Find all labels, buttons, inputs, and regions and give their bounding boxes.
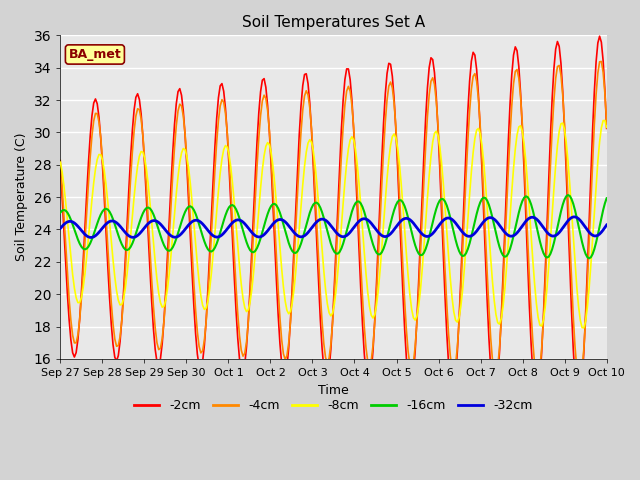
-16cm bbox=[585, 255, 593, 261]
-4cm bbox=[86, 154, 94, 160]
-32cm bbox=[86, 235, 94, 240]
-16cm bbox=[603, 195, 611, 201]
-8cm bbox=[580, 325, 588, 331]
-2cm bbox=[603, 125, 611, 131]
-4cm bbox=[190, 280, 198, 286]
-2cm bbox=[266, 129, 273, 135]
-16cm bbox=[401, 204, 408, 209]
Line: -32cm: -32cm bbox=[60, 217, 607, 238]
-4cm bbox=[598, 59, 605, 64]
-16cm bbox=[266, 206, 273, 212]
-4cm bbox=[188, 249, 196, 254]
-2cm bbox=[401, 326, 408, 332]
-4cm bbox=[603, 120, 611, 126]
-8cm bbox=[603, 125, 611, 131]
-8cm bbox=[86, 216, 94, 221]
-32cm bbox=[268, 223, 275, 229]
-8cm bbox=[56, 159, 64, 165]
-2cm bbox=[351, 163, 359, 169]
-16cm bbox=[564, 192, 572, 198]
X-axis label: Time: Time bbox=[318, 384, 349, 396]
-32cm bbox=[353, 220, 361, 226]
Line: -8cm: -8cm bbox=[60, 120, 607, 328]
-32cm bbox=[571, 214, 579, 220]
-16cm bbox=[190, 207, 198, 213]
-16cm bbox=[56, 210, 64, 216]
-8cm bbox=[190, 220, 198, 226]
-2cm bbox=[596, 33, 604, 39]
-32cm bbox=[192, 217, 200, 223]
-8cm bbox=[266, 142, 273, 147]
-2cm bbox=[86, 133, 94, 139]
-32cm bbox=[56, 226, 64, 231]
Line: -2cm: -2cm bbox=[60, 36, 607, 405]
-2cm bbox=[575, 402, 582, 408]
-16cm bbox=[188, 204, 196, 210]
Title: Soil Temperatures Set A: Soil Temperatures Set A bbox=[242, 15, 425, 30]
-8cm bbox=[601, 118, 609, 123]
-4cm bbox=[401, 298, 408, 303]
-2cm bbox=[188, 270, 196, 276]
-4cm bbox=[56, 157, 64, 163]
Legend: -2cm, -4cm, -8cm, -16cm, -32cm: -2cm, -4cm, -8cm, -16cm, -32cm bbox=[129, 395, 538, 418]
-32cm bbox=[603, 222, 611, 228]
-32cm bbox=[88, 235, 96, 240]
-2cm bbox=[56, 164, 64, 169]
-4cm bbox=[266, 128, 273, 133]
-4cm bbox=[577, 377, 584, 383]
Text: BA_met: BA_met bbox=[68, 48, 121, 61]
-4cm bbox=[351, 154, 359, 159]
-8cm bbox=[188, 199, 196, 205]
-32cm bbox=[403, 216, 410, 221]
Line: -16cm: -16cm bbox=[60, 195, 607, 258]
-2cm bbox=[190, 303, 198, 309]
Line: -4cm: -4cm bbox=[60, 61, 607, 380]
-16cm bbox=[86, 240, 94, 246]
-16cm bbox=[351, 200, 359, 206]
-8cm bbox=[401, 227, 408, 232]
Y-axis label: Soil Temperature (C): Soil Temperature (C) bbox=[15, 133, 28, 262]
-8cm bbox=[351, 146, 359, 152]
-32cm bbox=[190, 218, 198, 224]
